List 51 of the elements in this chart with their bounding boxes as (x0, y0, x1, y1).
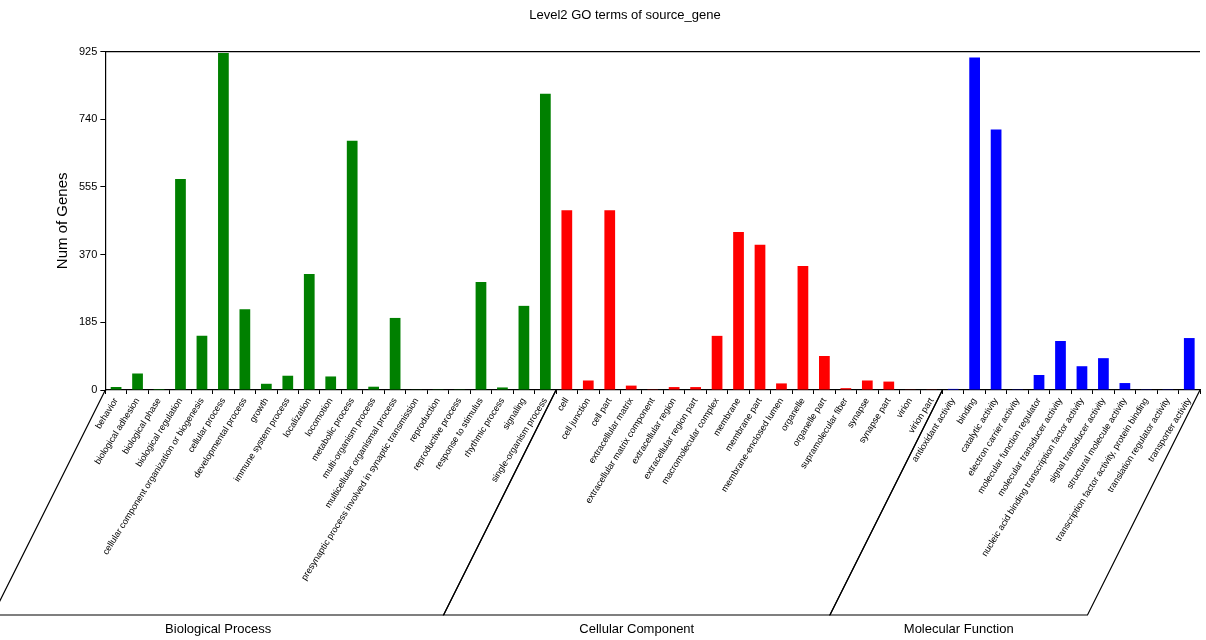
bar (539, 93, 551, 390)
bar (196, 335, 208, 390)
bar (389, 317, 401, 390)
y-tick-label: 185 (78, 315, 98, 328)
bar (239, 309, 251, 390)
bar (561, 210, 573, 390)
bar (497, 387, 508, 390)
bar (990, 129, 1002, 390)
bar (711, 335, 723, 390)
bar (1183, 338, 1195, 390)
bar (1119, 383, 1131, 390)
bar (132, 373, 143, 390)
bar (776, 383, 787, 390)
bar (969, 57, 980, 390)
text: Molecular Function (903, 620, 1014, 636)
y-tick-label: 740 (78, 112, 98, 125)
bar (346, 140, 358, 390)
bar (1055, 340, 1066, 390)
y-tick-label: 0 (91, 383, 98, 396)
bar (733, 231, 744, 390)
bar (819, 355, 830, 390)
y-tick-label: 370 (78, 247, 98, 260)
bar (797, 265, 809, 390)
text: Cellular Component (579, 620, 695, 636)
bar (303, 274, 315, 390)
bar (1098, 358, 1109, 390)
y-tick-label: 555 (78, 179, 98, 192)
chart-title: Level2 GO terms of source_gene (529, 7, 721, 23)
x-tick-label: cell (555, 395, 571, 413)
bar (883, 381, 895, 390)
bar (175, 178, 186, 390)
bar (475, 282, 487, 390)
bar (518, 305, 530, 390)
bar (690, 387, 701, 390)
bar (754, 244, 766, 390)
bar (604, 210, 616, 390)
bar (861, 380, 873, 390)
y-tick-label: 925 (78, 44, 98, 57)
bar (1033, 375, 1045, 390)
bar (218, 53, 229, 390)
bar (260, 383, 272, 390)
y-axis-title: Num of Genes (53, 172, 71, 270)
text: Biological Process (165, 620, 272, 636)
bar (325, 376, 337, 390)
bar (1076, 366, 1088, 390)
bar (110, 387, 122, 390)
bar (582, 380, 594, 390)
bar (368, 386, 380, 390)
bar (625, 385, 637, 390)
bar (668, 387, 680, 390)
bar (282, 375, 294, 390)
